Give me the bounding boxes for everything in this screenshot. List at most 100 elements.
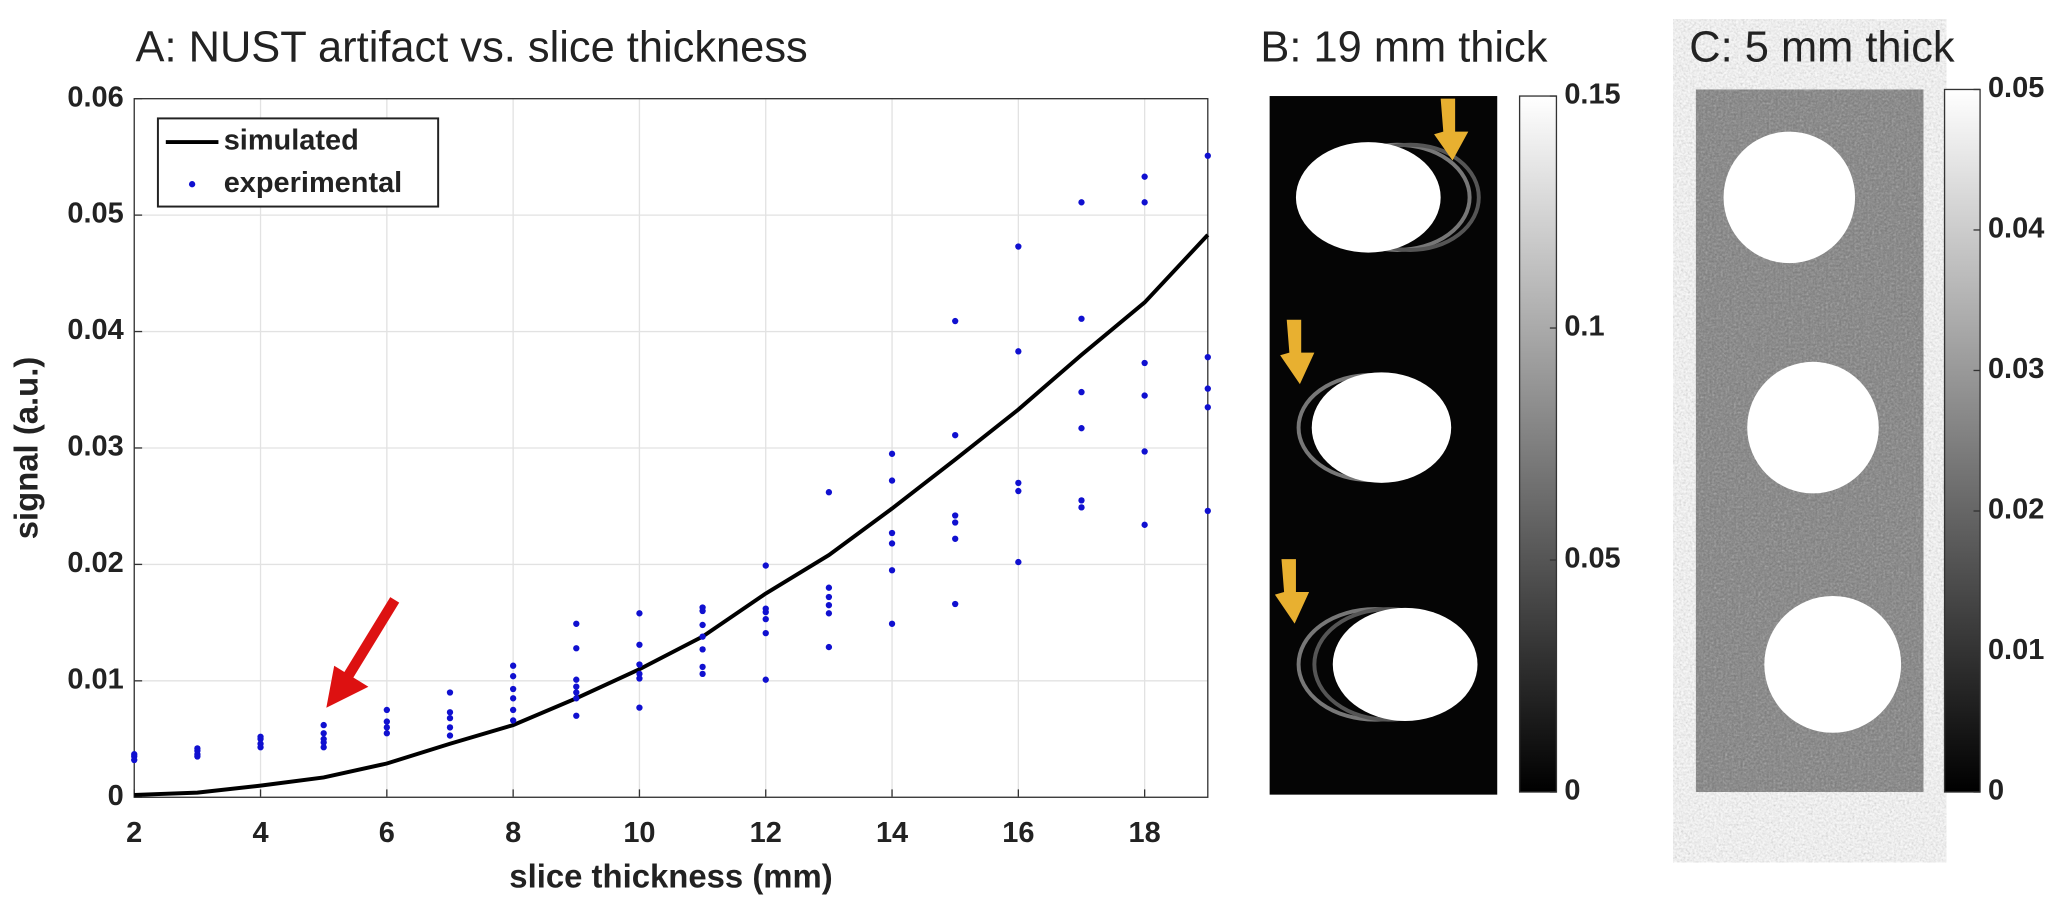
- point: [888, 540, 896, 547]
- colorbar-tick-label: 0.15: [1564, 79, 1620, 111]
- point: [257, 744, 264, 751]
- point: [888, 567, 896, 574]
- y-tick-label: 0.04: [67, 314, 123, 346]
- y-tick-label: 0.06: [67, 81, 123, 113]
- point: [636, 670, 643, 678]
- point: [825, 602, 833, 609]
- point: [573, 620, 580, 627]
- point: [1141, 521, 1148, 528]
- legend-label: simulated: [224, 125, 359, 157]
- point: [888, 529, 896, 537]
- point: [699, 646, 706, 653]
- point: [636, 641, 643, 648]
- y-axis-label: signal (a.u.): [8, 357, 45, 540]
- point: [1204, 152, 1211, 159]
- legend-marker: [188, 181, 196, 188]
- x-tick-label: 2: [126, 817, 142, 849]
- point: [573, 683, 580, 690]
- colorbar: [1518, 95, 1558, 793]
- point: [636, 610, 643, 617]
- point: [1141, 199, 1148, 206]
- colorbar-tick-label: 0: [1564, 775, 1580, 807]
- point: [825, 593, 833, 601]
- point: [952, 519, 959, 526]
- point: [699, 607, 706, 615]
- point: [699, 663, 706, 671]
- point: [446, 709, 454, 716]
- colorbar-tick-label: 0.01: [1988, 634, 2044, 666]
- colorbar: [1943, 88, 1981, 793]
- point: [383, 724, 390, 731]
- point: [825, 643, 833, 651]
- point: [952, 535, 959, 542]
- point: [131, 756, 138, 764]
- image-b: [1269, 96, 1498, 795]
- chart-title: C: 5 mm thick: [1689, 23, 1955, 71]
- point: [383, 730, 390, 737]
- point: [320, 739, 327, 746]
- point: [825, 610, 833, 617]
- point: [573, 645, 580, 652]
- colorbar-tick-label: 0: [1988, 775, 2004, 807]
- point: [636, 675, 643, 682]
- x-tick-label: 10: [623, 817, 655, 849]
- point: [509, 706, 517, 714]
- point: [952, 512, 959, 519]
- axes-box: [133, 98, 1209, 798]
- chart-title: A: NUST artifact vs. slice thickness: [136, 23, 808, 71]
- point: [636, 704, 643, 711]
- y-tick-label: 0.02: [67, 547, 123, 579]
- point: [1204, 404, 1211, 411]
- point: [699, 670, 706, 678]
- colorbar-tick-label: 0.04: [1988, 213, 2044, 245]
- annotation-arrow: [326, 597, 400, 708]
- point: [446, 689, 454, 696]
- point: [509, 685, 517, 693]
- colorbar-tick-label: 0.05: [1564, 543, 1620, 575]
- point: [1078, 388, 1085, 396]
- point: [1078, 315, 1085, 322]
- point: [888, 620, 896, 627]
- point: [762, 629, 769, 637]
- point: [257, 735, 264, 743]
- point: [1141, 173, 1148, 180]
- x-tick-label: 12: [750, 817, 782, 849]
- point: [699, 633, 706, 640]
- x-tick-label: 8: [505, 817, 521, 849]
- point: [320, 730, 327, 737]
- x-tick-label: 4: [252, 817, 268, 849]
- point: [573, 676, 580, 683]
- chart-title: B: 19 mm thick: [1260, 23, 1547, 71]
- point: [952, 432, 959, 439]
- x-tick-label: 6: [379, 817, 395, 849]
- point: [1078, 504, 1085, 511]
- point: [762, 562, 769, 569]
- point: [762, 608, 769, 616]
- point: [1078, 199, 1085, 206]
- y-tick-label: 0.05: [67, 198, 123, 230]
- point: [1015, 243, 1022, 250]
- point: [1015, 479, 1022, 487]
- colorbar-tick-label: 0.03: [1988, 353, 2044, 385]
- point: [699, 621, 706, 629]
- point: [1141, 392, 1148, 399]
- point: [509, 695, 517, 702]
- point: [1078, 497, 1085, 504]
- point: [1078, 425, 1085, 432]
- y-tick-label: 0: [108, 780, 124, 812]
- point: [1141, 448, 1148, 455]
- point: [952, 317, 959, 325]
- point: [1204, 385, 1211, 392]
- line: [134, 233, 1210, 797]
- point: [825, 584, 833, 591]
- point: [1015, 348, 1022, 355]
- x-tick-label: 14: [876, 817, 908, 849]
- point: [888, 450, 896, 457]
- x-tick-label: 16: [1002, 817, 1034, 849]
- point: [1204, 353, 1211, 361]
- point: [1204, 507, 1211, 515]
- y-tick-label: 0.03: [67, 431, 123, 463]
- y-tick-label: 0.01: [67, 663, 123, 695]
- point: [573, 689, 580, 696]
- x-axis-label: slice thickness (mm): [509, 858, 832, 895]
